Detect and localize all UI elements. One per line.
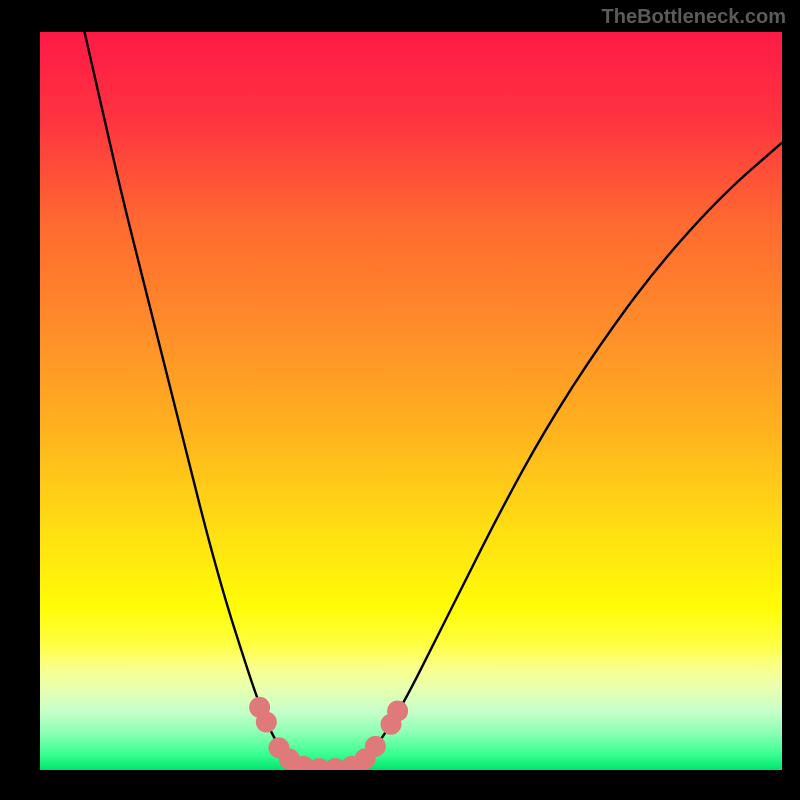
bottleneck-curve [85,32,782,769]
chart-container: TheBottleneck.com [0,0,800,800]
marker-point [256,712,277,733]
watermark-text: TheBottleneck.com [602,6,786,29]
marker-point [365,736,386,757]
marker-point [387,700,408,721]
curve-svg [40,32,782,770]
plot-area [40,32,782,770]
